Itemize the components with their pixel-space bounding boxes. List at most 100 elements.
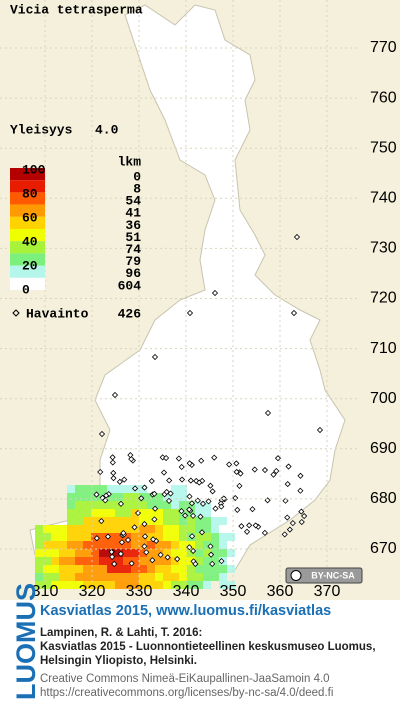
heat-cell (123, 533, 131, 541)
heat-cell (171, 493, 179, 501)
observation-dot (281, 531, 288, 538)
observation-dot (143, 549, 150, 556)
observation-dot (282, 497, 289, 504)
heat-cell (195, 565, 203, 573)
observation-dot (160, 469, 168, 476)
heat-cell (67, 541, 75, 549)
heat-cell (83, 525, 91, 533)
y-axis-label: 740 (370, 190, 397, 207)
heat-cell (123, 565, 131, 573)
heat-cell (147, 565, 155, 573)
heat-cell (67, 501, 75, 509)
heat-cell (107, 581, 115, 589)
heat-cell (67, 485, 75, 493)
observation-dot (157, 551, 164, 558)
heat-cell (99, 533, 107, 541)
heat-cell (187, 573, 195, 581)
count-header: lkm (118, 154, 142, 169)
heat-cell (83, 509, 91, 517)
observation-dot (124, 536, 132, 544)
heat-cell (59, 541, 67, 549)
observation-dot (236, 482, 243, 489)
heat-cell (155, 573, 163, 581)
observation-dot (108, 548, 115, 555)
heat-cell (195, 549, 203, 557)
observation-dot (301, 512, 308, 520)
heat-cell (115, 525, 123, 533)
heat-cell (99, 565, 107, 573)
legend-swatch (10, 253, 45, 266)
observation-dot (208, 551, 215, 558)
x-axis-label: 360 (267, 583, 294, 600)
heat-cell (219, 573, 227, 581)
observation-dot (190, 547, 197, 555)
legend-count: 604 (118, 278, 142, 293)
observation-dot (163, 454, 170, 462)
heat-cell (123, 557, 131, 565)
observation-dot (98, 517, 105, 525)
heat-cell (203, 525, 211, 533)
heat-cell (211, 525, 219, 533)
observation-dot (109, 553, 116, 560)
observation-dots (93, 233, 324, 568)
legend-swatch (10, 241, 45, 254)
heat-cell (139, 573, 147, 581)
observation-dot (284, 514, 291, 521)
observation-symbol (12, 309, 20, 317)
heat-cell (211, 573, 219, 581)
legend-scale-label: 60 (22, 210, 38, 225)
heat-cell (171, 549, 179, 557)
heat-cell (179, 581, 187, 589)
heat-cell (147, 525, 155, 533)
heat-cell (75, 549, 83, 557)
heat-cell (51, 525, 59, 533)
observation-dot (284, 481, 291, 488)
heat-cell (107, 509, 115, 517)
heat-cell (163, 581, 171, 589)
heat-cell (91, 581, 99, 589)
heat-cell (115, 509, 123, 517)
observation-dot (149, 557, 156, 564)
heat-cell (131, 501, 139, 509)
heat-cell (195, 517, 203, 525)
heat-cell (227, 565, 235, 573)
heat-cell (99, 541, 107, 549)
legend-swatch (10, 192, 45, 205)
observation-dot (186, 309, 194, 317)
heat-cell (83, 565, 91, 573)
observation-dot (178, 463, 185, 471)
heat-cell (75, 493, 83, 501)
license-url: https://creativecommons.org/licenses/by-… (40, 687, 333, 699)
x-axis-label: 370 (314, 583, 341, 600)
legend-scale-label: 80 (22, 186, 38, 201)
heat-cell (99, 573, 107, 581)
heat-cell (155, 509, 163, 517)
logo: LUOMUS (11, 583, 41, 700)
observation-dot (117, 550, 124, 557)
observation-dot (187, 477, 194, 484)
heat-cell (203, 581, 211, 589)
observation-dot (199, 500, 207, 507)
observation-dot (141, 533, 149, 540)
observation-dot (285, 463, 292, 470)
heat-cell (123, 573, 131, 581)
heat-cell (35, 549, 43, 557)
y-axis-label: 720 (370, 290, 397, 307)
heat-cell (91, 517, 99, 525)
license-text: Creative Commons Nimeä-EiKaupallinen-Jaa… (40, 673, 330, 685)
heat-cell (179, 557, 187, 565)
legend-count: 54 (125, 194, 141, 209)
heat-cell (163, 541, 171, 549)
heat-cell (91, 525, 99, 533)
heat-cell (51, 557, 59, 565)
observation-dot (128, 456, 135, 463)
heat-cell (123, 493, 131, 501)
heat-cell (107, 501, 115, 509)
observation-dot (226, 461, 233, 468)
observation-dot (151, 353, 159, 361)
heat-cell (195, 557, 203, 565)
observation-dot (261, 466, 269, 474)
heat-cell (203, 557, 211, 565)
legend-swatch (10, 180, 45, 193)
observation-dot (131, 524, 138, 531)
